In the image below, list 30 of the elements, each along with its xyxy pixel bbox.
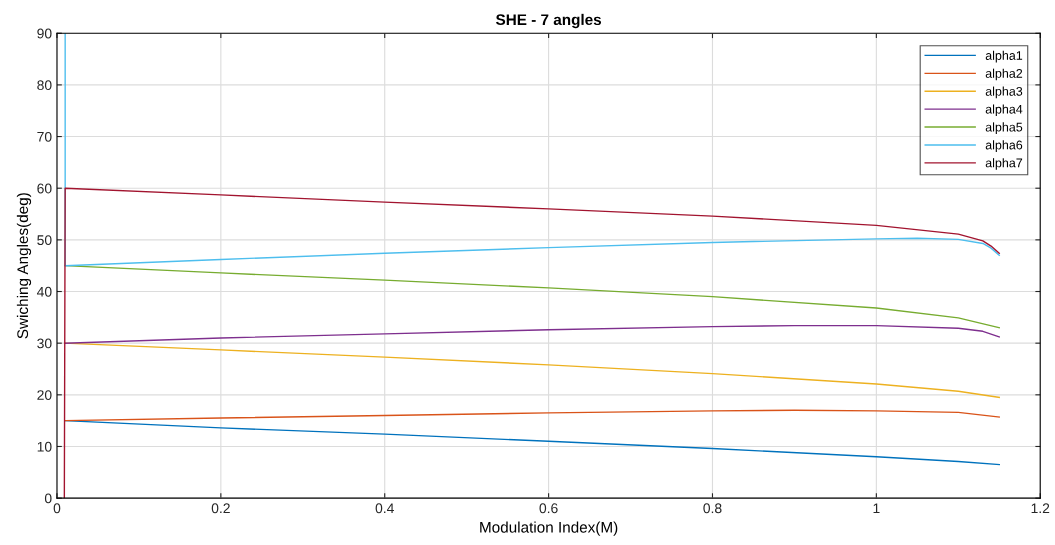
line-series — [64, 409, 1000, 422]
x-tick-label: 0 — [53, 503, 61, 514]
chart-title: SHE - 7 angles — [495, 13, 602, 29]
x-tick-label: 1.2 — [1031, 503, 1050, 514]
y-tick-label: 90 — [37, 28, 52, 39]
legend-label: alpha2 — [985, 68, 1023, 81]
y-tick-label: 20 — [37, 390, 52, 400]
legend-label: alpha1 — [985, 50, 1023, 63]
x-tick-label: 0.2 — [211, 503, 230, 514]
x-tick-label: 0.8 — [703, 503, 722, 514]
y-tick-label: 50 — [37, 235, 52, 246]
line-series — [63, 187, 1000, 499]
legend-label: alpha5 — [985, 122, 1023, 135]
y-tick-label: 40 — [36, 286, 52, 297]
y-tick-label: 10 — [37, 441, 52, 452]
x-tick-label: 1 — [873, 503, 880, 514]
legend-label: alpha6 — [985, 140, 1023, 152]
y-tick-label: 0 — [44, 493, 52, 504]
y-tick-label: 30 — [37, 338, 52, 349]
line-series — [64, 324, 1000, 344]
legend-label: alpha7 — [985, 158, 1023, 170]
x-tick-label: 0.6 — [539, 503, 558, 514]
x-axis-title: Modulation Index(M) — [480, 521, 618, 536]
y-tick-label: 70 — [37, 131, 52, 142]
legend-label: alpha4 — [985, 104, 1023, 117]
x-tick-label: 0.4 — [375, 503, 394, 514]
y-tick-label: 60 — [37, 183, 52, 194]
y-axis-title: Swiching Angles(deg) — [16, 193, 32, 339]
y-tick-label: 80 — [37, 80, 52, 91]
legend-label: alpha3 — [985, 86, 1023, 99]
